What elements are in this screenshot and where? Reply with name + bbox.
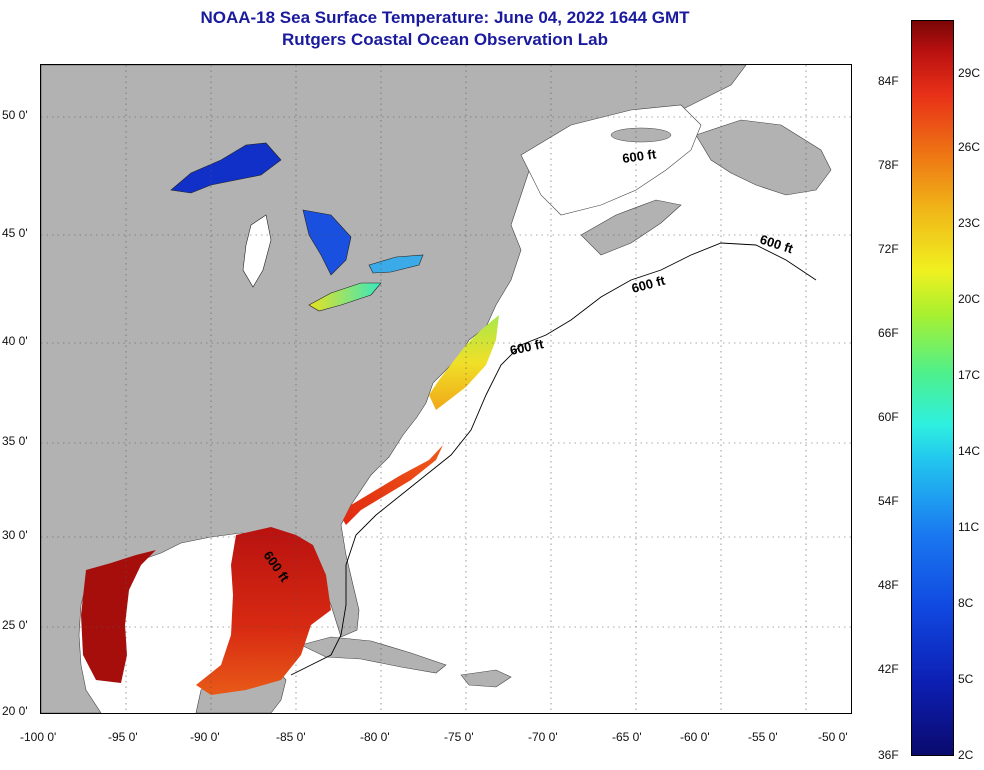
land-cuba bbox=[300, 636, 447, 674]
lon-tick-label: -50 0' bbox=[818, 730, 848, 744]
contour-label-600ft: 600 ft bbox=[621, 146, 657, 166]
lon-tick-label: -100 0' bbox=[20, 730, 57, 744]
lat-tick-label: 50 0' bbox=[2, 108, 28, 122]
temperature-colorbar bbox=[911, 20, 954, 756]
colorbar-label-f: 48F bbox=[878, 578, 899, 592]
lon-tick-label: -65 0' bbox=[612, 730, 642, 744]
colorbar-label-f: 54F bbox=[878, 494, 899, 508]
colorbar-label-f: 60F bbox=[878, 410, 899, 424]
colorbar-label-c: 23C bbox=[958, 216, 981, 230]
sst-mid-atlantic bbox=[429, 315, 499, 410]
colorbar-label-c: 29C bbox=[958, 66, 981, 80]
map-title: NOAA-18 Sea Surface Temperature: June 04… bbox=[200, 8, 690, 27]
map-canvas: 600 ft 600 ft 600 ft 600 ft 600 ft bbox=[41, 65, 851, 713]
lon-tick-label: -95 0' bbox=[108, 730, 138, 744]
lon-tick-label: -90 0' bbox=[190, 730, 220, 744]
lat-tick-label: 35 0' bbox=[2, 434, 28, 448]
graticule bbox=[41, 65, 851, 713]
lon-tick-label: -70 0' bbox=[528, 730, 558, 744]
lon-tick-label: -85 0' bbox=[276, 730, 306, 744]
lon-tick-label: -60 0' bbox=[680, 730, 710, 744]
colorbar-label-f: 78F bbox=[878, 158, 899, 172]
lat-tick-label: 30 0' bbox=[2, 528, 28, 542]
colorbar-label-f: 36F bbox=[878, 748, 899, 762]
colorbar-label-c: 8C bbox=[958, 596, 974, 610]
colorbar-label-c: 11C bbox=[958, 520, 980, 534]
land-hispaniola bbox=[460, 669, 512, 688]
lake-michigan bbox=[242, 214, 272, 288]
colorbar-label-f: 42F bbox=[878, 662, 899, 676]
contour-label-600ft: 600 ft bbox=[509, 336, 546, 358]
colorbar-label-c: 17C bbox=[958, 368, 981, 382]
sst-map: 600 ft 600 ft 600 ft 600 ft 600 ft bbox=[40, 64, 852, 714]
lat-tick-label: 40 0' bbox=[2, 334, 28, 348]
colorbar-label-c: 5C bbox=[958, 672, 974, 686]
colorbar-label-c: 2C bbox=[958, 748, 974, 762]
contour-label-600ft: 600 ft bbox=[758, 232, 796, 257]
lon-tick-label: -55 0' bbox=[748, 730, 778, 744]
colorbar-label-f: 84F bbox=[878, 74, 899, 88]
lat-tick-label: 25 0' bbox=[2, 618, 28, 632]
sst-gulf-stream bbox=[343, 445, 443, 525]
lake-ontario bbox=[368, 254, 424, 274]
isobath-600ft bbox=[290, 242, 817, 676]
colorbar-label-c: 26C bbox=[958, 140, 981, 154]
lake-erie bbox=[308, 282, 382, 312]
colorbar-label-c: 14C bbox=[958, 444, 981, 458]
land-anticosti bbox=[610, 127, 672, 143]
sst-gulf-west bbox=[81, 550, 156, 683]
lake-huron bbox=[302, 209, 352, 276]
lat-tick-label: 45 0' bbox=[2, 226, 28, 240]
land-nova-scotia bbox=[580, 199, 682, 256]
map-subtitle: Rutgers Coastal Ocean Observation Lab bbox=[282, 30, 608, 49]
colorbar-label-f: 72F bbox=[878, 242, 899, 256]
colorbar-label-c: 20C bbox=[958, 292, 981, 306]
sst-gulf-east bbox=[196, 527, 331, 695]
contour-label-600ft: 600 ft bbox=[630, 272, 667, 295]
lat-tick-label: 20 0' bbox=[2, 704, 28, 718]
lon-tick-label: -80 0' bbox=[360, 730, 390, 744]
land-newfoundland bbox=[695, 119, 832, 196]
colorbar-label-f: 66F bbox=[878, 326, 899, 340]
lon-tick-label: -75 0' bbox=[444, 730, 474, 744]
